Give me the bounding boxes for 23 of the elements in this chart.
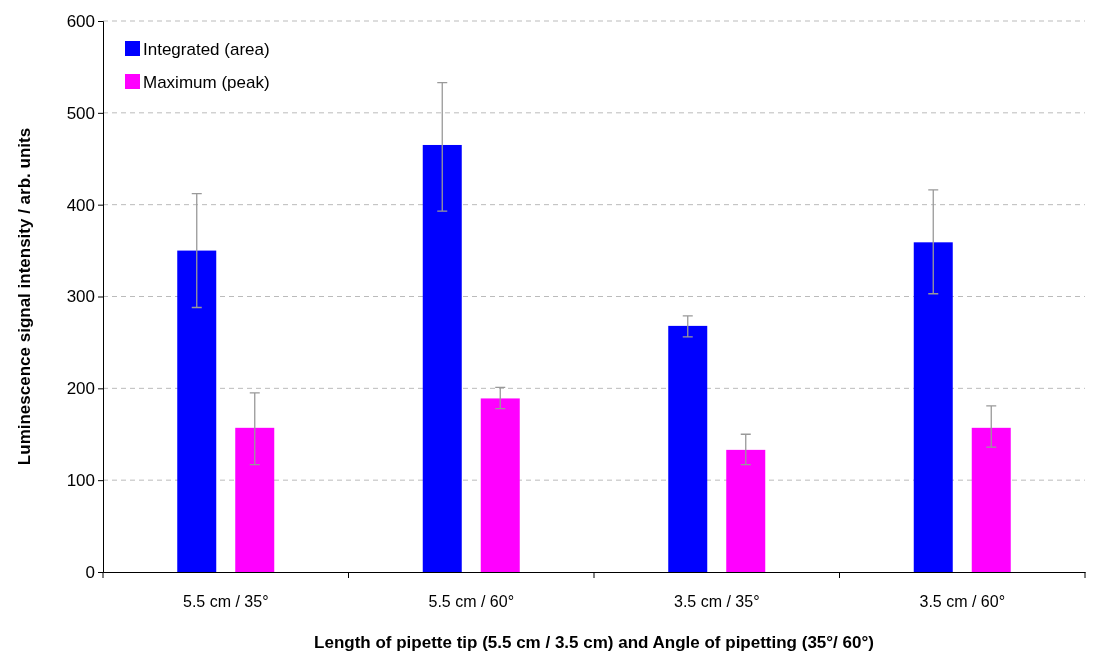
y-tick-label: 400 bbox=[66, 195, 95, 215]
y-tick-label: 300 bbox=[66, 287, 95, 307]
legend-label: Integrated (area) bbox=[143, 40, 270, 59]
bar bbox=[726, 449, 766, 572]
x-tick-label: 3.5 cm / 35° bbox=[673, 593, 760, 611]
x-axis-title: Length of pipette tip (5.5 cm / 3.5 cm) and Angle of pipetting (35°/ 60°) bbox=[314, 633, 874, 652]
bar bbox=[177, 250, 217, 572]
y-tick-label: 200 bbox=[66, 379, 95, 399]
x-tick-label: 3.5 cm / 60° bbox=[919, 593, 1006, 611]
bar bbox=[480, 398, 520, 572]
y-axis-title: Luminescence signal intensity / arb. units bbox=[15, 127, 34, 466]
bar bbox=[913, 242, 953, 572]
y-tick-label: 500 bbox=[66, 103, 95, 123]
y-tick-label: 0 bbox=[85, 562, 95, 582]
x-tick-label: 5.5 cm / 60° bbox=[428, 593, 515, 611]
y-tick-label: 600 bbox=[66, 11, 95, 31]
bar bbox=[235, 427, 275, 572]
bar bbox=[668, 325, 708, 572]
legend-label: Maximum (peak) bbox=[143, 73, 270, 92]
bar bbox=[971, 427, 1011, 572]
x-tick-label: 5.5 cm / 35° bbox=[182, 593, 269, 611]
y-tick-label: 100 bbox=[66, 471, 95, 491]
bar bbox=[422, 144, 462, 572]
